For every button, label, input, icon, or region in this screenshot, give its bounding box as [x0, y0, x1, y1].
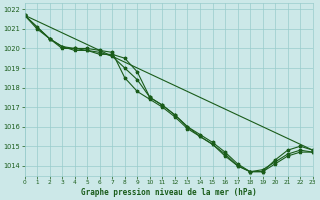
X-axis label: Graphe pression niveau de la mer (hPa): Graphe pression niveau de la mer (hPa): [81, 188, 257, 197]
